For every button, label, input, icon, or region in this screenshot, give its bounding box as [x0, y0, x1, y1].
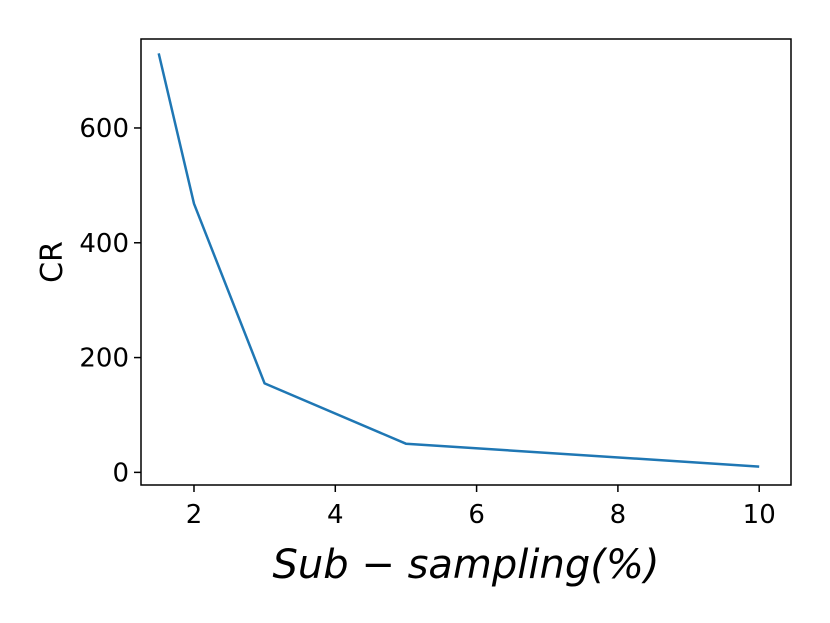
x-tick-label: 8 — [610, 500, 627, 530]
y-tick-label: 400 — [79, 229, 129, 259]
y-axis-title: CR — [35, 241, 70, 283]
plot-area — [140, 38, 792, 486]
x-tick-label: 4 — [327, 500, 344, 530]
x-tick-label: 6 — [468, 500, 485, 530]
plot-frame — [140, 38, 792, 486]
x-axis-title: Sub − sampling(%) — [273, 542, 660, 588]
x-axis-ticks: 2 4 6 8 10 — [186, 485, 776, 530]
y-tick-label: 600 — [79, 114, 129, 144]
y-tick-label: 0 — [112, 458, 129, 488]
y-axis-ticks: 0 200 400 600 — [79, 114, 141, 488]
x-tick-label: 2 — [186, 500, 203, 530]
x-tick-label: 10 — [743, 500, 776, 530]
y-tick-label: 200 — [79, 344, 129, 374]
series-line — [157, 53, 760, 468]
